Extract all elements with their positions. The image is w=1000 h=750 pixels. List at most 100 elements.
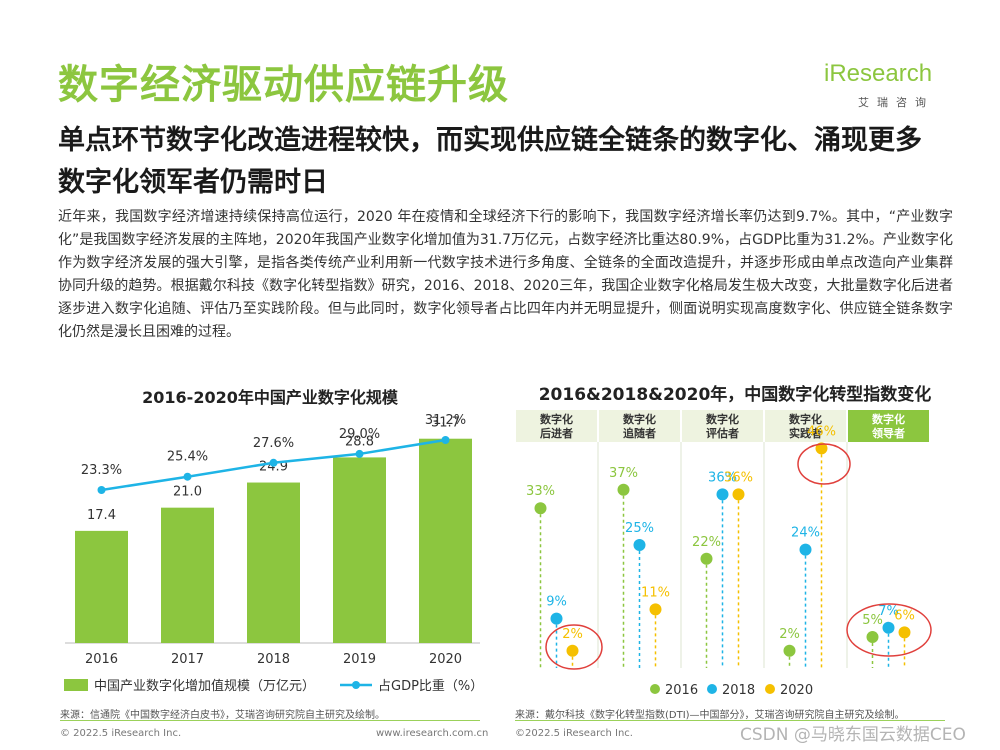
column-header-line2-4: 领导者 bbox=[871, 426, 905, 440]
dot-label-2018-4: 7% bbox=[878, 604, 899, 619]
legend-label-2020: 2020 bbox=[780, 683, 813, 698]
x-tick-2019: 2019 bbox=[343, 652, 376, 667]
right-chart-title: 2016&2018&2020年，中国数字化转型指数变化 bbox=[538, 385, 932, 405]
bar-2019 bbox=[333, 457, 386, 643]
dot-label-2016-1: 37% bbox=[609, 466, 638, 481]
dot-2020-4 bbox=[898, 626, 911, 639]
legend-bar-label: 中国产业数字化增加值规模（万亿元） bbox=[94, 678, 315, 694]
column-header-bg-4 bbox=[848, 410, 929, 442]
dot-2016-3 bbox=[783, 644, 796, 657]
line-label-2020: 31.2% bbox=[425, 413, 466, 428]
bar-label-2020: 31.7 bbox=[431, 416, 460, 431]
highlight-laggard-2020 bbox=[545, 624, 603, 670]
dot-label-2020-3: 46% bbox=[807, 424, 836, 439]
legend-dot-2020 bbox=[765, 684, 775, 694]
footer-copyright-right: ©2022.5 iResearch Inc. bbox=[515, 728, 633, 739]
dot-2016-4 bbox=[866, 631, 879, 643]
column-header-line1-3: 数字化 bbox=[789, 412, 822, 426]
highlight-practitioner-2020 bbox=[797, 443, 851, 485]
bar-label-2017: 21.0 bbox=[173, 485, 202, 500]
csdn-watermark: CSDN @马晓东国云数据CEO bbox=[740, 725, 966, 745]
legend-dot-2018 bbox=[707, 684, 717, 694]
dot-label-2020-2: 36% bbox=[724, 470, 753, 485]
dot-label-2016-4: 5% bbox=[862, 613, 883, 628]
column-header-line2-1: 追随者 bbox=[623, 426, 656, 440]
dot-2018-0 bbox=[550, 612, 563, 625]
bar-label-2016: 17.4 bbox=[87, 508, 116, 523]
column-header-line1-4: 数字化 bbox=[872, 412, 905, 426]
dot-2020-3 bbox=[815, 442, 828, 455]
dot-2018-3 bbox=[799, 543, 812, 556]
left-chart-title: 2016-2020年中国产业数字化规模 bbox=[142, 388, 398, 407]
dot-label-2018-0: 9% bbox=[546, 595, 567, 610]
column-header-bg-1 bbox=[599, 410, 680, 442]
dot-2018-1 bbox=[633, 539, 646, 551]
line-label-2016: 23.3% bbox=[81, 463, 122, 478]
footer-rule-right bbox=[515, 720, 945, 721]
dot-label-2016-2: 22% bbox=[692, 535, 721, 550]
logo-subtext: 艾瑞咨询 bbox=[858, 96, 934, 109]
column-header-line2-0: 后进者 bbox=[540, 426, 573, 440]
legend-dot-2016 bbox=[650, 684, 660, 694]
bar-2018 bbox=[247, 482, 300, 643]
line-point-2016 bbox=[97, 486, 106, 494]
logo-wordmark: iResearch bbox=[824, 60, 933, 87]
dot-label-2018-3: 24% bbox=[791, 526, 820, 541]
dot-2016-1 bbox=[617, 483, 630, 496]
x-tick-2018: 2018 bbox=[257, 652, 290, 667]
x-tick-2017: 2017 bbox=[171, 652, 204, 667]
dot-label-2020-4: 6% bbox=[894, 608, 915, 623]
line-point-2020 bbox=[441, 436, 450, 444]
dot-2018-2 bbox=[716, 488, 729, 501]
column-header-bg-2 bbox=[682, 410, 763, 442]
dot-label-2018-1: 25% bbox=[625, 521, 654, 536]
bar-2020 bbox=[419, 438, 472, 643]
legend-line-label: 占GDP比重（%） bbox=[378, 678, 483, 694]
iresearch-logo: iResearch 艾瑞咨询 bbox=[824, 60, 954, 116]
column-header-line1-2: 数字化 bbox=[706, 412, 739, 426]
dot-2020-0 bbox=[566, 644, 579, 657]
footer-rule-left bbox=[60, 720, 480, 721]
dot-2018-4 bbox=[882, 621, 895, 634]
column-header-bg-0 bbox=[516, 410, 597, 442]
line-point-2017 bbox=[183, 472, 192, 481]
line-point-2018 bbox=[269, 458, 278, 467]
legend-line-marker bbox=[352, 681, 360, 689]
dot-label-2016-0: 33% bbox=[526, 484, 555, 499]
line-label-2018: 27.6% bbox=[253, 436, 294, 451]
page-subtitle: 单点环节数字化改造进程较快，而实现供应链全链条的数字化、涌现更多数字化领军者仍需… bbox=[58, 125, 922, 198]
line-label-2017: 25.4% bbox=[167, 450, 208, 465]
x-tick-2016: 2016 bbox=[85, 652, 118, 667]
dot-2020-1 bbox=[649, 603, 662, 616]
dot-2016-0 bbox=[534, 502, 547, 515]
column-header-line2-3: 实践者 bbox=[789, 426, 822, 440]
bar-label-2019: 28.8 bbox=[345, 434, 374, 449]
highlight-leader-all bbox=[846, 603, 932, 657]
dot-2020-2 bbox=[732, 488, 745, 501]
dot-label-2016-3: 2% bbox=[779, 627, 800, 642]
left-chart-source: 来源：信通院《中国数字经济白皮书》，艾瑞咨询研究院自主研究及绘制。 bbox=[60, 710, 385, 721]
legend-label-2018: 2018 bbox=[722, 683, 755, 698]
line-point-2019 bbox=[355, 449, 364, 458]
dot-label-2020-1: 11% bbox=[641, 585, 670, 600]
page-title: 数字经济驱动供应链升级 bbox=[58, 62, 509, 108]
dot-label-2018-2: 36% bbox=[708, 470, 737, 485]
dot-label-2020-0: 2% bbox=[562, 627, 583, 642]
column-header-line2-2: 评估者 bbox=[706, 426, 739, 440]
body-paragraph: 近年来，我国数字经济增速持续保持高位运行，2020 年在疫情和全球经济下行的影响… bbox=[58, 209, 953, 340]
legend-label-2016: 2016 bbox=[665, 683, 698, 698]
bar-2017 bbox=[161, 507, 214, 643]
legend-bar-swatch bbox=[64, 679, 88, 691]
column-header-line1-1: 数字化 bbox=[623, 412, 656, 426]
x-tick-2020: 2020 bbox=[429, 652, 462, 667]
footer-copyright-left: © 2022.5 iResearch Inc. bbox=[60, 728, 182, 739]
right-chart-source: 来源：戴尔科技《数字化转型指数(DTI)—中国部分》，艾瑞咨询研究院自主研究及绘… bbox=[515, 710, 905, 721]
line-label-2019: 29.0% bbox=[339, 427, 380, 442]
column-header-bg-3 bbox=[765, 410, 846, 442]
dot-2016-2 bbox=[700, 552, 713, 565]
bar-2016 bbox=[75, 530, 128, 643]
footer-website: www.iresearch.com.cn bbox=[376, 728, 489, 739]
column-header-line1-0: 数字化 bbox=[540, 412, 573, 426]
